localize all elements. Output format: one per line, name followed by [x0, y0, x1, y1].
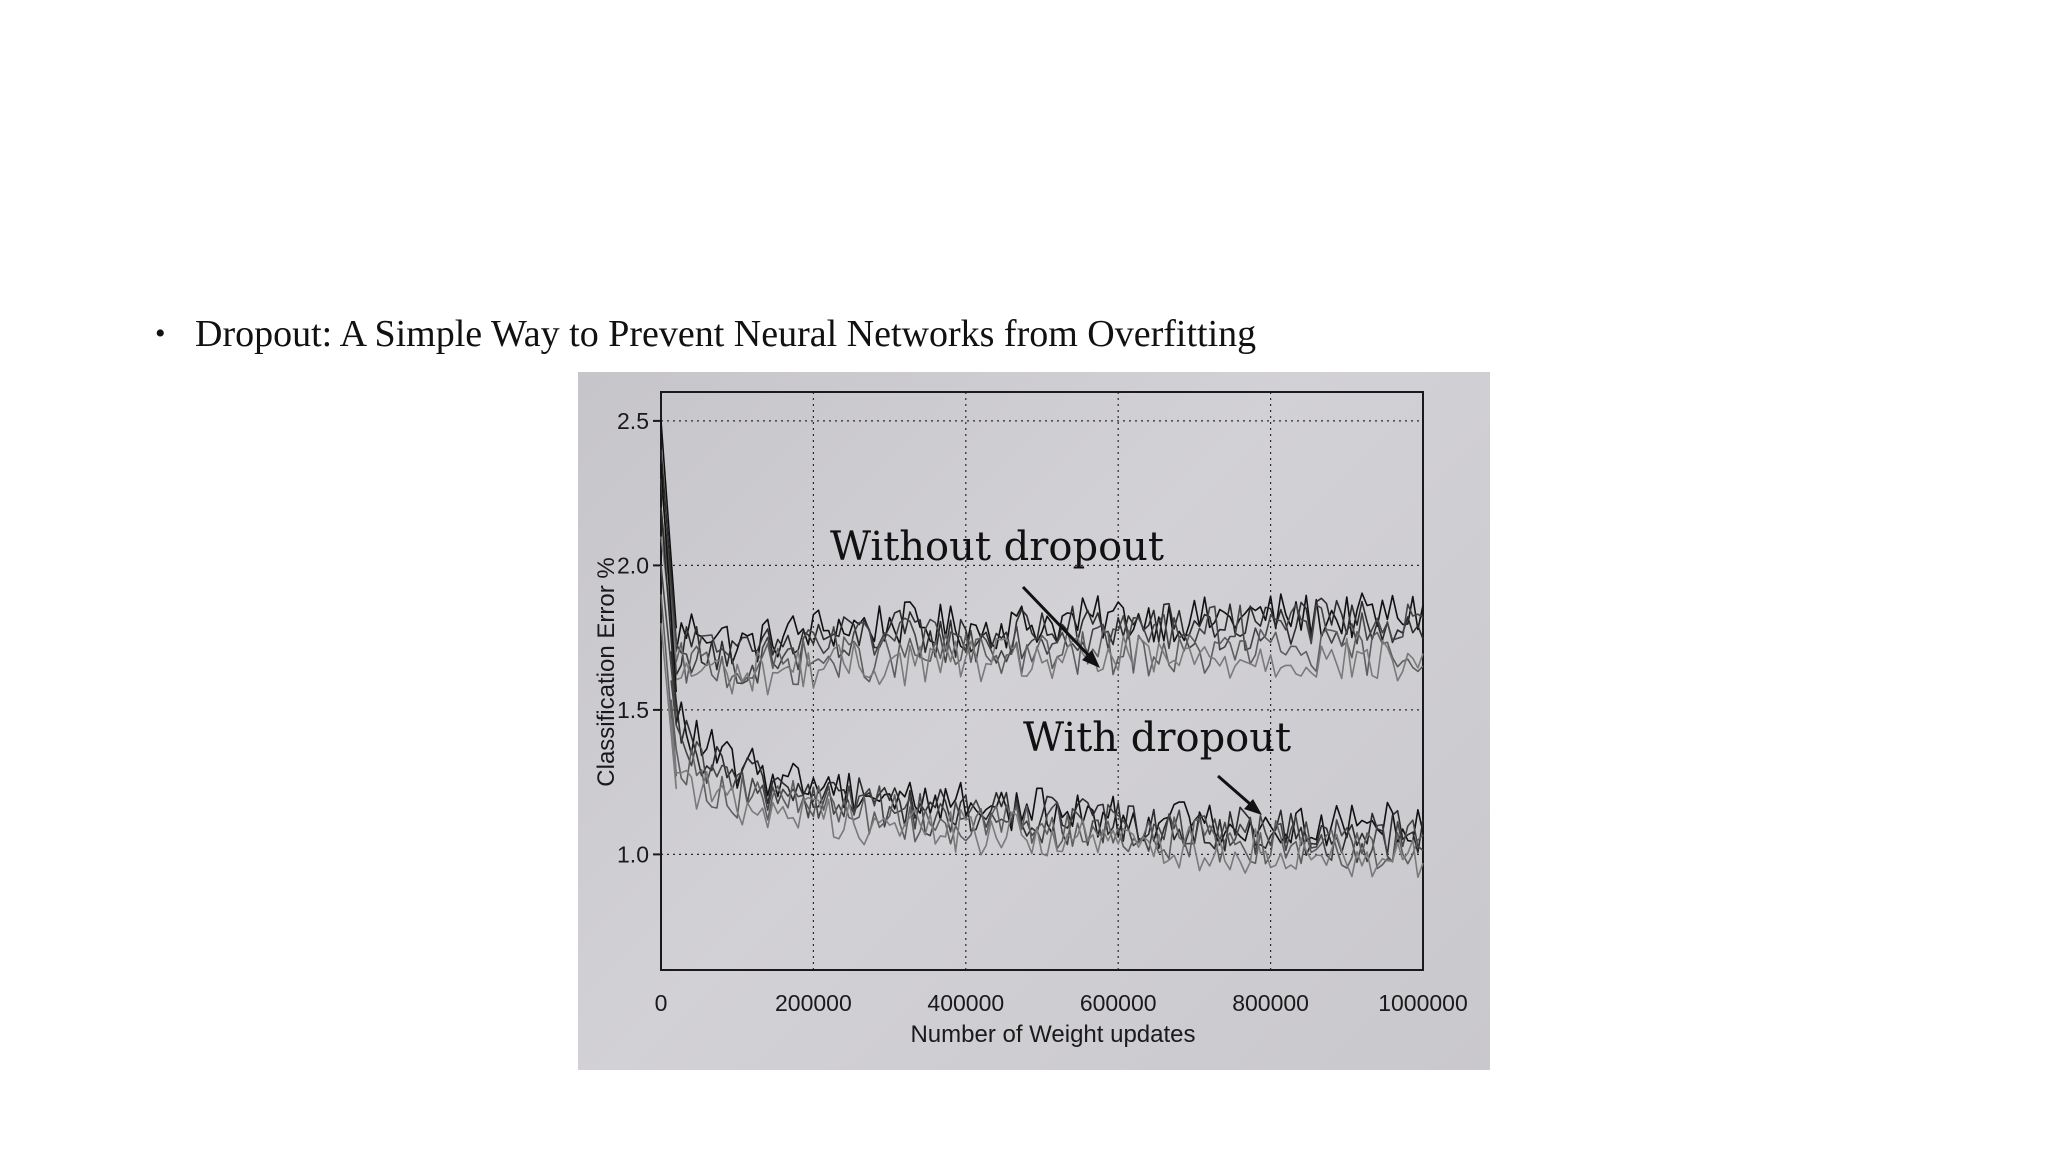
bullet-item: • Dropout: A Simple Way to Prevent Neura…	[155, 312, 1256, 356]
classification-error-chart: 0 200000 400000 600000 800000 1000000 1.0 1.5 2.…	[593, 391, 1468, 1048]
x-tick-label: 1000000	[1378, 990, 1468, 1016]
series-line-with-dropout	[660, 507, 1424, 857]
annotation-without-dropout: Without dropout	[830, 524, 1164, 570]
arrow-without-dropout	[1021, 585, 1097, 664]
series-line-with-dropout	[660, 623, 1424, 879]
grid	[653, 392, 1423, 970]
annotation-with-dropout: With dropout	[1023, 715, 1291, 761]
arrowhead-without-dropout	[1082, 650, 1100, 668]
tick-labels: 0 200000 400000 600000 800000 1000000 1.0 1.5 2.…	[617, 408, 1468, 1016]
x-tick-label: 0	[655, 990, 668, 1016]
series-line-without-dropout	[660, 507, 1424, 689]
y-tick-label: 2.0	[617, 552, 649, 578]
series-line-with-dropout	[660, 594, 1424, 870]
y-tick-label: 1.5	[617, 697, 649, 723]
bullet-text: Dropout: A Simple Way to Prevent Neural …	[195, 313, 1257, 355]
chart-photo: 0 200000 400000 600000 800000 1000000 1.0 1.5 2.…	[578, 372, 1490, 1070]
x-tick-label: 200000	[775, 990, 852, 1016]
arrowhead-with-dropout	[1244, 799, 1262, 815]
series-line-without-dropout	[660, 449, 1424, 676]
x-tick-label: 600000	[1080, 990, 1157, 1016]
series-line-without-dropout	[660, 420, 1424, 665]
x-tick-label: 400000	[927, 990, 1004, 1016]
bullet-icon: •	[155, 317, 166, 350]
y-tick-label: 1.0	[617, 841, 649, 867]
x-tick-label: 800000	[1232, 990, 1309, 1016]
series-line-without-dropout	[660, 536, 1424, 696]
plot-frame	[660, 391, 1424, 971]
series-line-with-dropout	[660, 464, 1424, 847]
series-line-without-dropout	[660, 478, 1424, 685]
y-tick-label: 2.5	[617, 408, 649, 434]
y-axis-label: Classification Error %	[593, 557, 620, 786]
series-layer	[660, 420, 1424, 879]
series-line-with-dropout	[660, 565, 1424, 864]
x-axis-label: Number of Weight updates	[910, 1021, 1195, 1048]
